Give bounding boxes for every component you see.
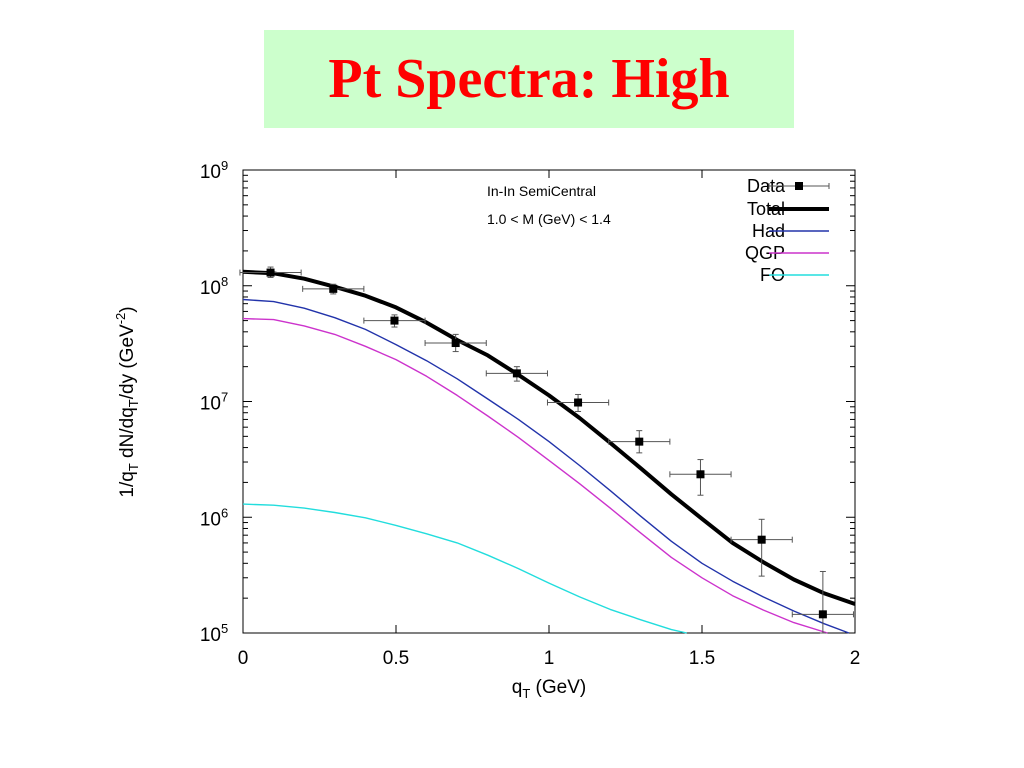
data-marker xyxy=(390,316,399,325)
x-tick-label: 0 xyxy=(238,648,249,669)
data-point xyxy=(546,393,610,412)
y-tick-label: 106 xyxy=(200,505,228,530)
y-label-a: 1/q xyxy=(117,471,138,497)
curve-total xyxy=(242,269,856,606)
data-point xyxy=(424,333,487,353)
legend-swatch-marker xyxy=(795,182,803,190)
slide-title: Pt Spectra: High xyxy=(328,48,730,110)
data-point xyxy=(302,283,365,295)
y-tick-label: 109 xyxy=(200,158,228,183)
data-point xyxy=(791,570,854,634)
data-points xyxy=(239,266,854,634)
tick-marks xyxy=(242,170,856,634)
data-point xyxy=(363,314,426,328)
legend-label-qgp: QGP xyxy=(745,243,785,263)
legend-label-had: Had xyxy=(752,221,785,241)
data-marker xyxy=(818,610,827,619)
y-label-b: dN/dq xyxy=(117,407,138,463)
data-marker xyxy=(696,470,705,479)
x-tick-label: 2 xyxy=(850,648,861,669)
data-point xyxy=(608,430,671,454)
legend-label-total: Total xyxy=(747,199,785,219)
y-label-c: /dy (GeV xyxy=(117,324,138,399)
curves xyxy=(242,269,856,634)
y-tick-label: 108 xyxy=(200,274,228,299)
title-box: Pt Spectra: High xyxy=(264,30,794,128)
y-axis-label: 1/qT dN/dqT/dy (GeV-2) xyxy=(113,306,141,497)
x-tick-labels: 0 0.5 1 1.5 2 xyxy=(238,648,861,669)
y-label-a-sub: T xyxy=(126,463,141,471)
annotation-mass-range: 1.0 < M (GeV) < 1.4 xyxy=(487,211,611,227)
y-tick-label: 107 xyxy=(200,390,228,415)
y-tick-label: 105 xyxy=(200,621,228,646)
x-tick-label: 1 xyxy=(544,648,555,669)
data-marker xyxy=(574,398,583,407)
data-marker xyxy=(329,284,338,293)
data-marker xyxy=(635,437,644,446)
data-point xyxy=(669,459,732,496)
legend-label-data: Data xyxy=(747,176,786,196)
data-marker xyxy=(757,535,766,544)
annotation-system: In-In SemiCentral xyxy=(487,183,596,199)
curve-qgp xyxy=(242,317,828,634)
y-label-c-sup: -2 xyxy=(113,313,128,325)
data-marker xyxy=(451,339,460,348)
data-point xyxy=(730,518,793,577)
data-marker xyxy=(266,268,275,277)
y-tick-labels: 105 106 107 108 109 xyxy=(200,158,228,646)
y-label-d: ) xyxy=(117,306,138,312)
curve-had xyxy=(242,298,850,634)
x-axis-label-main: q xyxy=(512,677,523,698)
x-axis-label-tail: (GeV) xyxy=(530,677,586,698)
x-axis-label-sub: T xyxy=(522,686,530,701)
x-tick-label: 0.5 xyxy=(383,648,409,669)
x-axis-label: qT (GeV) xyxy=(512,677,586,701)
data-point xyxy=(485,366,548,382)
data-point xyxy=(239,266,302,278)
x-tick-label: 1.5 xyxy=(689,648,715,669)
data-marker xyxy=(512,369,521,378)
y-label-b-sub: T xyxy=(126,399,141,407)
curve-fo xyxy=(242,503,687,634)
